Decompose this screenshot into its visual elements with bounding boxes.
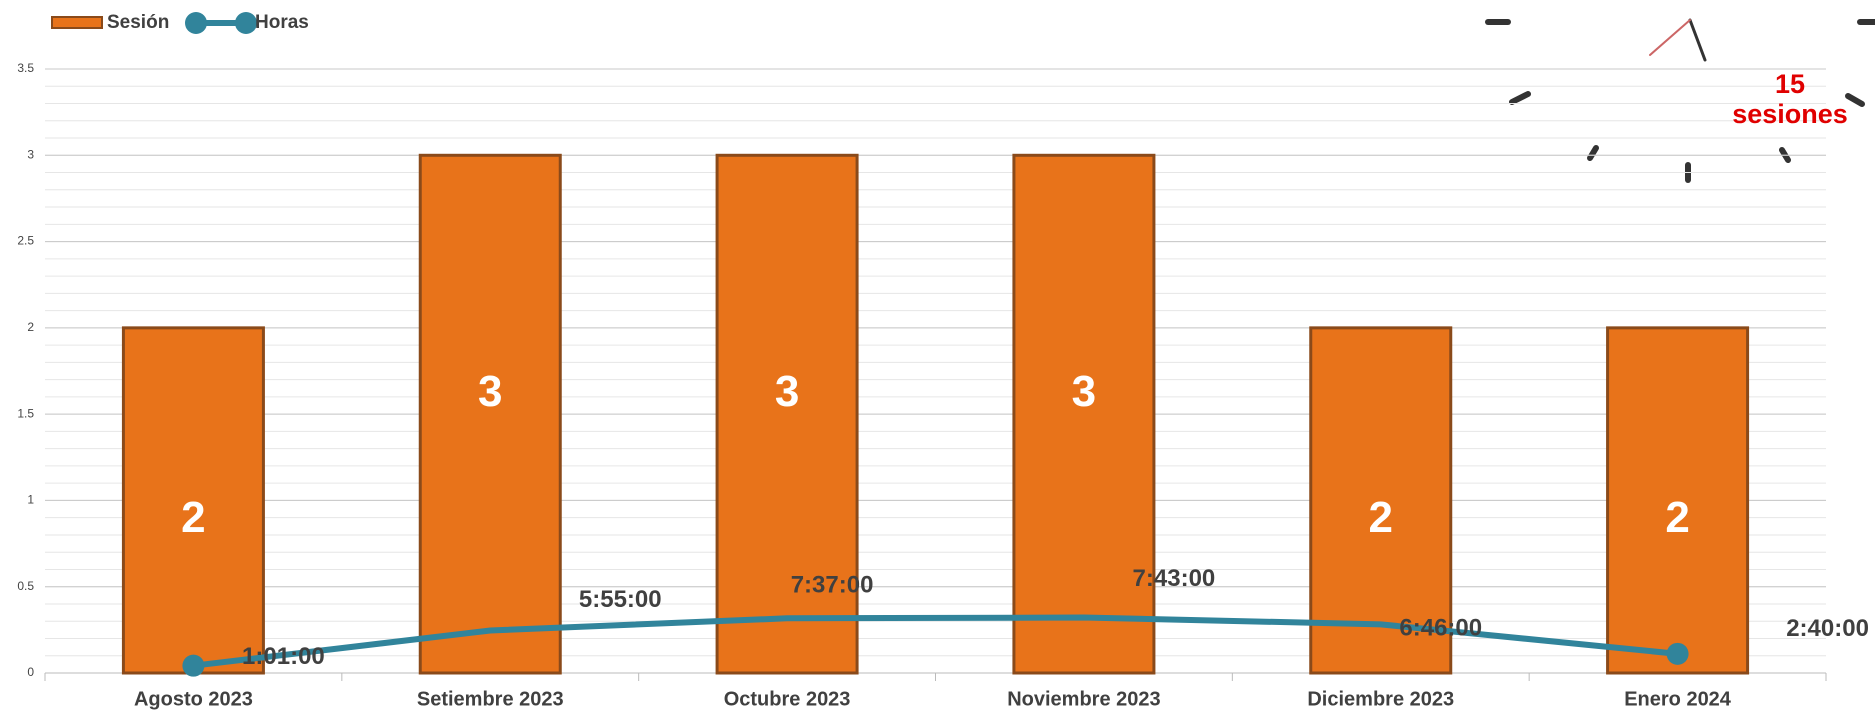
bar [1606, 326, 1750, 675]
y-tick-label: 2.5 [17, 234, 34, 248]
y-tick-label: 3.5 [17, 61, 34, 75]
bar [1012, 153, 1156, 675]
bar [418, 153, 562, 675]
value-label: 2 [1369, 493, 1393, 542]
value-label: 3 [1072, 367, 1096, 416]
bar [715, 153, 859, 675]
x-tick-label: Octubre 2023 [724, 688, 851, 710]
y-tick-label: 1.5 [17, 406, 34, 420]
y-tick-label: 0.5 [17, 579, 34, 593]
x-tick-label: Setiembre 2023 [417, 688, 564, 710]
legend-label: Sesión [107, 12, 169, 33]
value-label: 2 [1665, 493, 1689, 542]
y-tick-label: 1 [27, 493, 34, 507]
point [182, 654, 205, 677]
x-tick-label: Diciembre 2023 [1307, 688, 1454, 710]
y-tick-label: 0 [27, 665, 34, 679]
line-label: 7:43:00 [1133, 565, 1216, 592]
bar [1309, 326, 1453, 675]
legend-swatch [235, 12, 257, 34]
line-label: 2:40:00 [1786, 615, 1869, 642]
y-tick-label: 3 [27, 147, 34, 161]
value-label: 3 [775, 367, 799, 416]
line-label: 7:37:00 [791, 572, 874, 599]
line [193, 614, 1678, 669]
value-label: 2 [181, 493, 205, 542]
line-label: 5:55:00 [579, 586, 662, 613]
y-tick-label: 2 [27, 320, 34, 334]
legend-swatch [51, 16, 103, 29]
x-tick-label: Enero 2024 [1624, 688, 1732, 710]
x-tick-label: Noviembre 2023 [1007, 688, 1160, 710]
point [1666, 642, 1689, 665]
line-label: 6:46:00 [1399, 615, 1482, 642]
bar [121, 326, 265, 675]
legend-swatch [185, 12, 207, 34]
value-label: 3 [478, 367, 502, 416]
annotation: 15 sesiones [1732, 69, 1848, 129]
legend-label: Horas [255, 12, 309, 33]
line-label: 1:01:00 [242, 643, 325, 670]
x-tick-label: Agosto 2023 [134, 688, 253, 710]
